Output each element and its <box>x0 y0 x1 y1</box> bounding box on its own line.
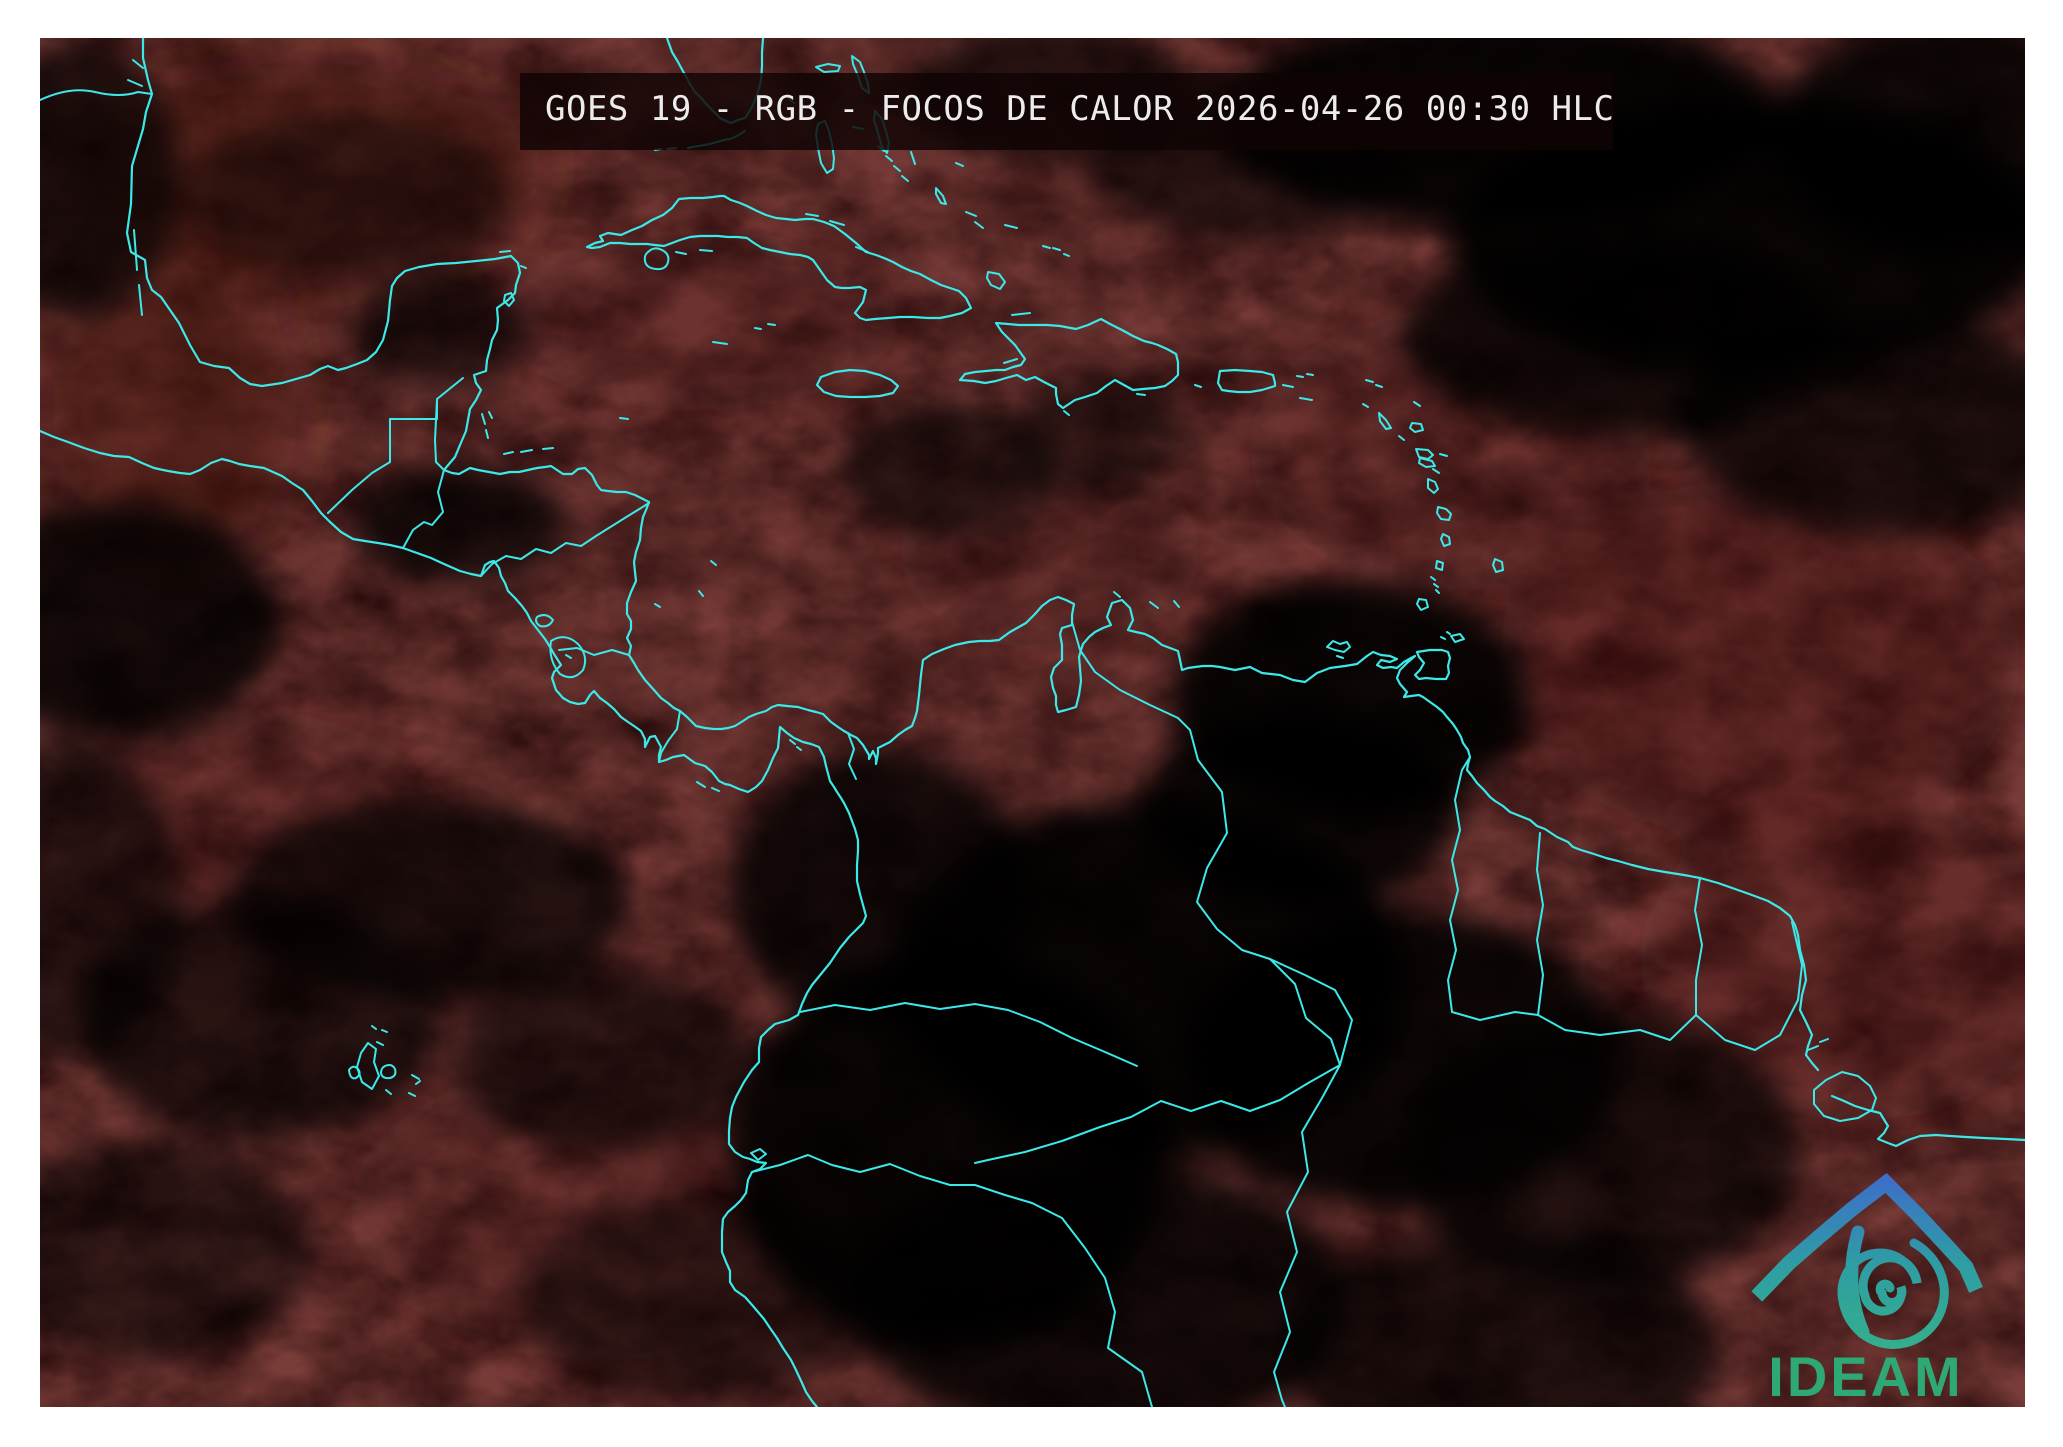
border-venezuela-brazil <box>1269 958 1353 1066</box>
spiral-icon <box>1837 1238 1949 1349</box>
coastline-caribbean-south-america <box>625 500 1820 1072</box>
cayman-islands <box>712 323 776 345</box>
hispaniola-islets <box>1003 312 1146 416</box>
border-colombia-brazil-peru <box>974 958 1341 1164</box>
lesser-antilles <box>1362 379 1504 643</box>
marajo-island <box>1807 1038 1877 1122</box>
cloud-layer <box>40 38 2025 1407</box>
coastline-gulf-of-mexico-yucatan <box>125 38 651 504</box>
virgin-islands <box>1194 373 1314 401</box>
title-banner-background <box>520 73 1613 150</box>
galapagos-islands <box>348 1025 421 1097</box>
brush-stroke-icon <box>1845 1225 1870 1339</box>
title-banner: GOES 19 - RGB - FOCOS DE CALOR 2026-04-2… <box>520 73 1614 150</box>
border-ecuador-peru <box>751 1154 1033 1204</box>
coastline-amazon-mouth-para <box>1830 1094 2025 1148</box>
border-nicaragua-costa-rica-panama <box>558 647 857 780</box>
pacific-islets <box>696 739 802 1161</box>
goes-map-svg: GOES 19 - RGB - FOCOS DE CALOR 2026-04-2… <box>40 38 2025 1407</box>
coastline-hispaniola <box>958 317 1180 410</box>
border-honduras-nicaragua <box>480 502 650 577</box>
rio-grande-river <box>40 59 153 101</box>
margarita-and-abc-islands <box>1113 591 1351 659</box>
roof-icon <box>1751 1173 1983 1302</box>
coastline-puerto-rico <box>1216 368 1277 394</box>
bay-islands-and-lakes <box>481 250 717 679</box>
isla-de-la-juventud <box>643 213 869 271</box>
coastline-cuba <box>585 194 973 322</box>
ideam-roof-spiral-icon <box>1751 1173 1983 1349</box>
border-guyana-suriname-frguiana <box>1447 756 1803 1051</box>
coastline-trinidad <box>1413 648 1452 681</box>
border-mexico-guatemala-belize <box>327 377 464 549</box>
border-colombia-venezuela <box>1071 621 1271 960</box>
border-peru-brazil <box>1031 1064 1341 1407</box>
map-canvas: GOES 19 - RGB - FOCOS DE CALOR 2026-04-2… <box>40 38 2025 1407</box>
logo-text: IDEAM <box>1768 1345 1963 1407</box>
country-borders <box>327 377 1803 1407</box>
coastline-jamaica <box>815 368 900 399</box>
laguna-madre <box>133 229 143 316</box>
map-title: GOES 19 - RGB - FOCOS DE CALOR 2026-04-2… <box>545 89 1614 129</box>
ideam-logo: IDEAM <box>1751 1173 1983 1407</box>
border-ecuador-colombia <box>799 1002 1138 1067</box>
coastline-pacific <box>40 429 868 1407</box>
